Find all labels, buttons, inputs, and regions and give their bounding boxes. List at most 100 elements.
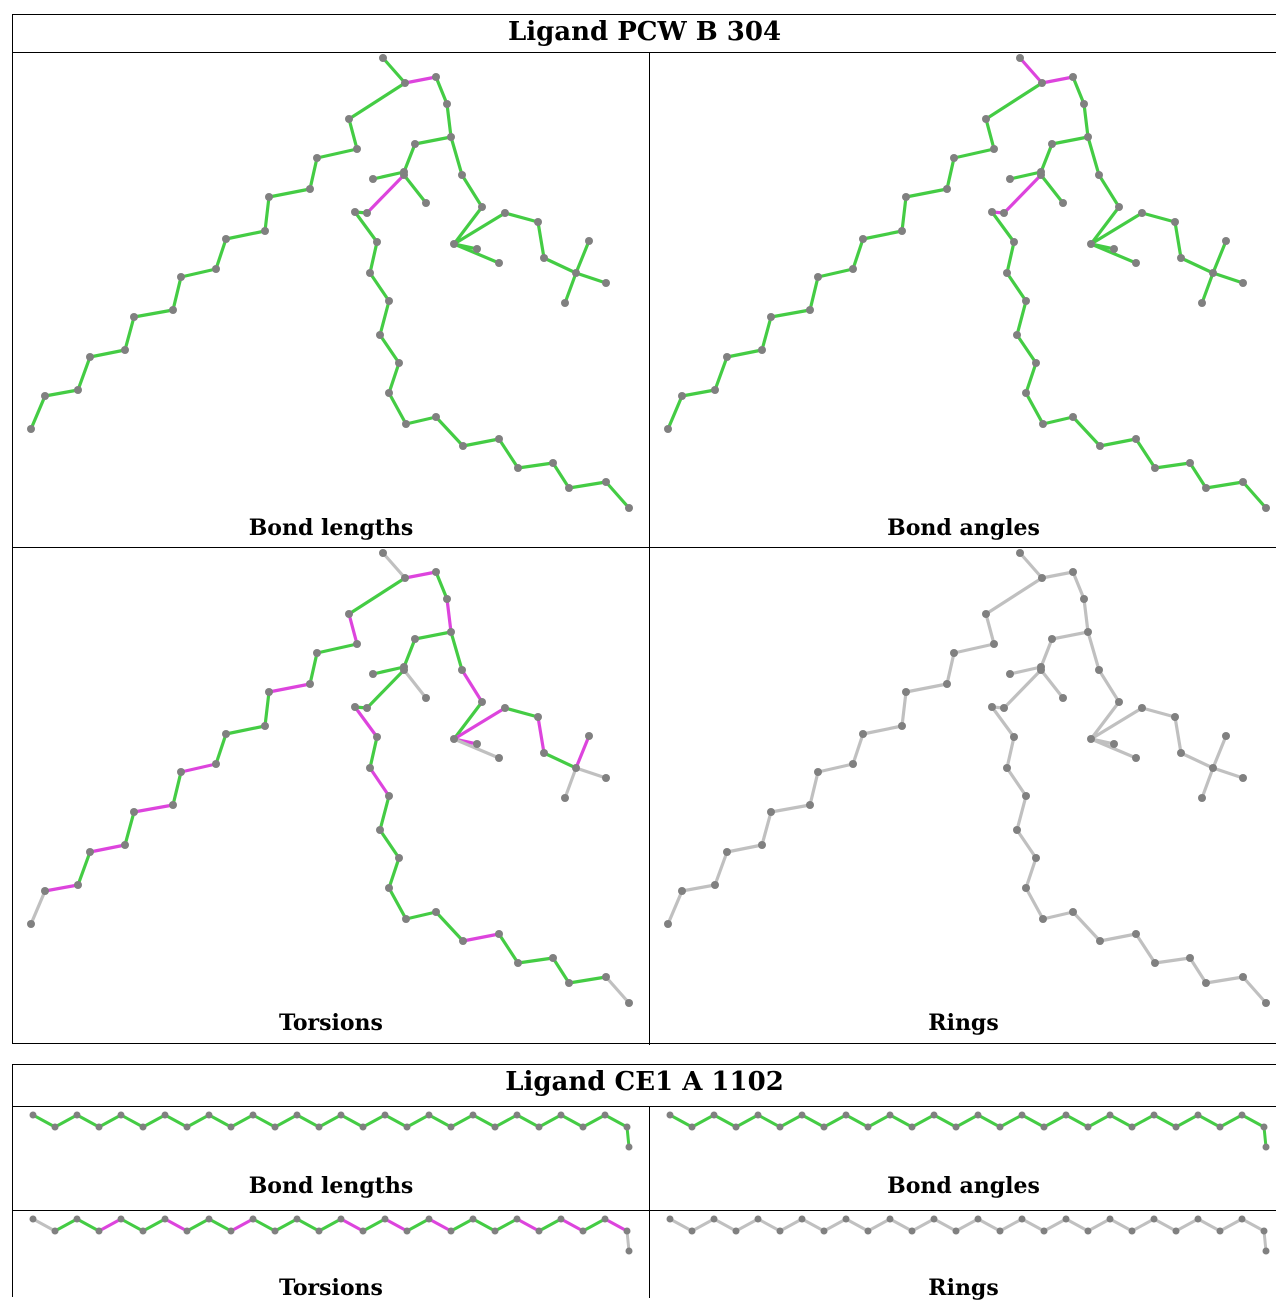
bond xyxy=(851,237,865,271)
atom xyxy=(678,392,686,400)
bond xyxy=(1240,1217,1266,1233)
bond xyxy=(1140,211,1177,224)
bond xyxy=(461,437,501,448)
bond xyxy=(1098,932,1138,943)
atom xyxy=(930,1215,938,1223)
atom xyxy=(130,808,138,816)
atom xyxy=(1018,1111,1026,1119)
bond xyxy=(1018,551,1044,580)
bond xyxy=(214,237,228,271)
bond xyxy=(402,637,417,669)
atom xyxy=(121,841,129,849)
atom xyxy=(353,145,361,153)
bond xyxy=(515,1113,541,1129)
bond xyxy=(378,794,391,832)
atom xyxy=(842,1111,850,1119)
atom xyxy=(1262,1143,1270,1151)
atom xyxy=(723,848,731,856)
bond xyxy=(1173,220,1183,260)
bond xyxy=(990,210,1016,244)
atom xyxy=(95,1227,103,1235)
atom xyxy=(432,73,440,81)
atom xyxy=(1040,1123,1048,1131)
bond xyxy=(378,828,401,860)
panel-caption: Rings xyxy=(928,1010,999,1036)
bond xyxy=(295,1217,321,1233)
bond xyxy=(976,1113,1002,1129)
bond xyxy=(387,361,401,395)
atom xyxy=(579,1227,587,1235)
atom xyxy=(401,574,409,582)
bond xyxy=(668,1113,694,1129)
atom xyxy=(711,881,719,889)
bond xyxy=(756,1217,782,1233)
atom xyxy=(425,1111,433,1119)
bond xyxy=(43,388,80,398)
atom xyxy=(974,1111,982,1119)
bond xyxy=(207,1217,233,1233)
atom xyxy=(561,299,569,307)
bond xyxy=(945,156,956,191)
atom xyxy=(710,1215,718,1223)
atom xyxy=(1106,1215,1114,1223)
atom xyxy=(402,420,410,428)
bond xyxy=(769,308,812,319)
bond xyxy=(861,724,904,736)
bond xyxy=(1082,102,1090,139)
bond xyxy=(1024,856,1038,890)
atom xyxy=(623,1123,631,1131)
atom xyxy=(366,269,374,277)
atom xyxy=(422,199,430,207)
atom xyxy=(1186,459,1194,467)
atom xyxy=(458,666,466,674)
atom xyxy=(806,801,814,809)
bond xyxy=(516,956,555,965)
atom xyxy=(443,595,451,603)
atom xyxy=(381,1111,389,1119)
bond xyxy=(844,1113,870,1129)
bond xyxy=(1196,1217,1222,1233)
bond xyxy=(1211,734,1228,770)
atom xyxy=(73,1111,81,1119)
atom xyxy=(950,649,958,657)
bond xyxy=(207,1113,233,1129)
atom xyxy=(1177,749,1185,757)
atom xyxy=(1262,1247,1270,1255)
atom xyxy=(261,722,269,730)
atom xyxy=(400,171,408,179)
atom xyxy=(1209,269,1217,277)
atom xyxy=(376,331,384,339)
atom xyxy=(1202,979,1210,987)
bond xyxy=(851,732,865,766)
atom xyxy=(450,735,458,743)
atom xyxy=(798,1111,806,1119)
atom xyxy=(478,203,486,211)
bond xyxy=(1020,1113,1046,1129)
atom xyxy=(169,306,177,314)
bond xyxy=(808,770,820,807)
atom xyxy=(1239,279,1247,287)
atom xyxy=(561,794,569,802)
bond xyxy=(769,803,812,814)
bond xyxy=(434,415,465,448)
atom xyxy=(535,1123,543,1131)
atom xyxy=(501,704,509,712)
bond xyxy=(76,850,92,887)
atom xyxy=(1151,959,1159,967)
bond xyxy=(1042,1217,1068,1233)
bond xyxy=(405,1113,431,1129)
atom xyxy=(798,1215,806,1223)
atom xyxy=(1032,854,1040,862)
bond xyxy=(1005,271,1028,303)
bond xyxy=(1153,956,1192,965)
atom xyxy=(535,1227,543,1235)
bond xyxy=(690,1217,716,1233)
atom xyxy=(337,1215,345,1223)
atom xyxy=(363,704,371,712)
bond xyxy=(900,690,908,728)
bond xyxy=(353,705,379,739)
atom xyxy=(1172,1227,1180,1235)
atom xyxy=(205,1215,213,1223)
atom xyxy=(688,1227,696,1235)
atom xyxy=(776,1123,784,1131)
